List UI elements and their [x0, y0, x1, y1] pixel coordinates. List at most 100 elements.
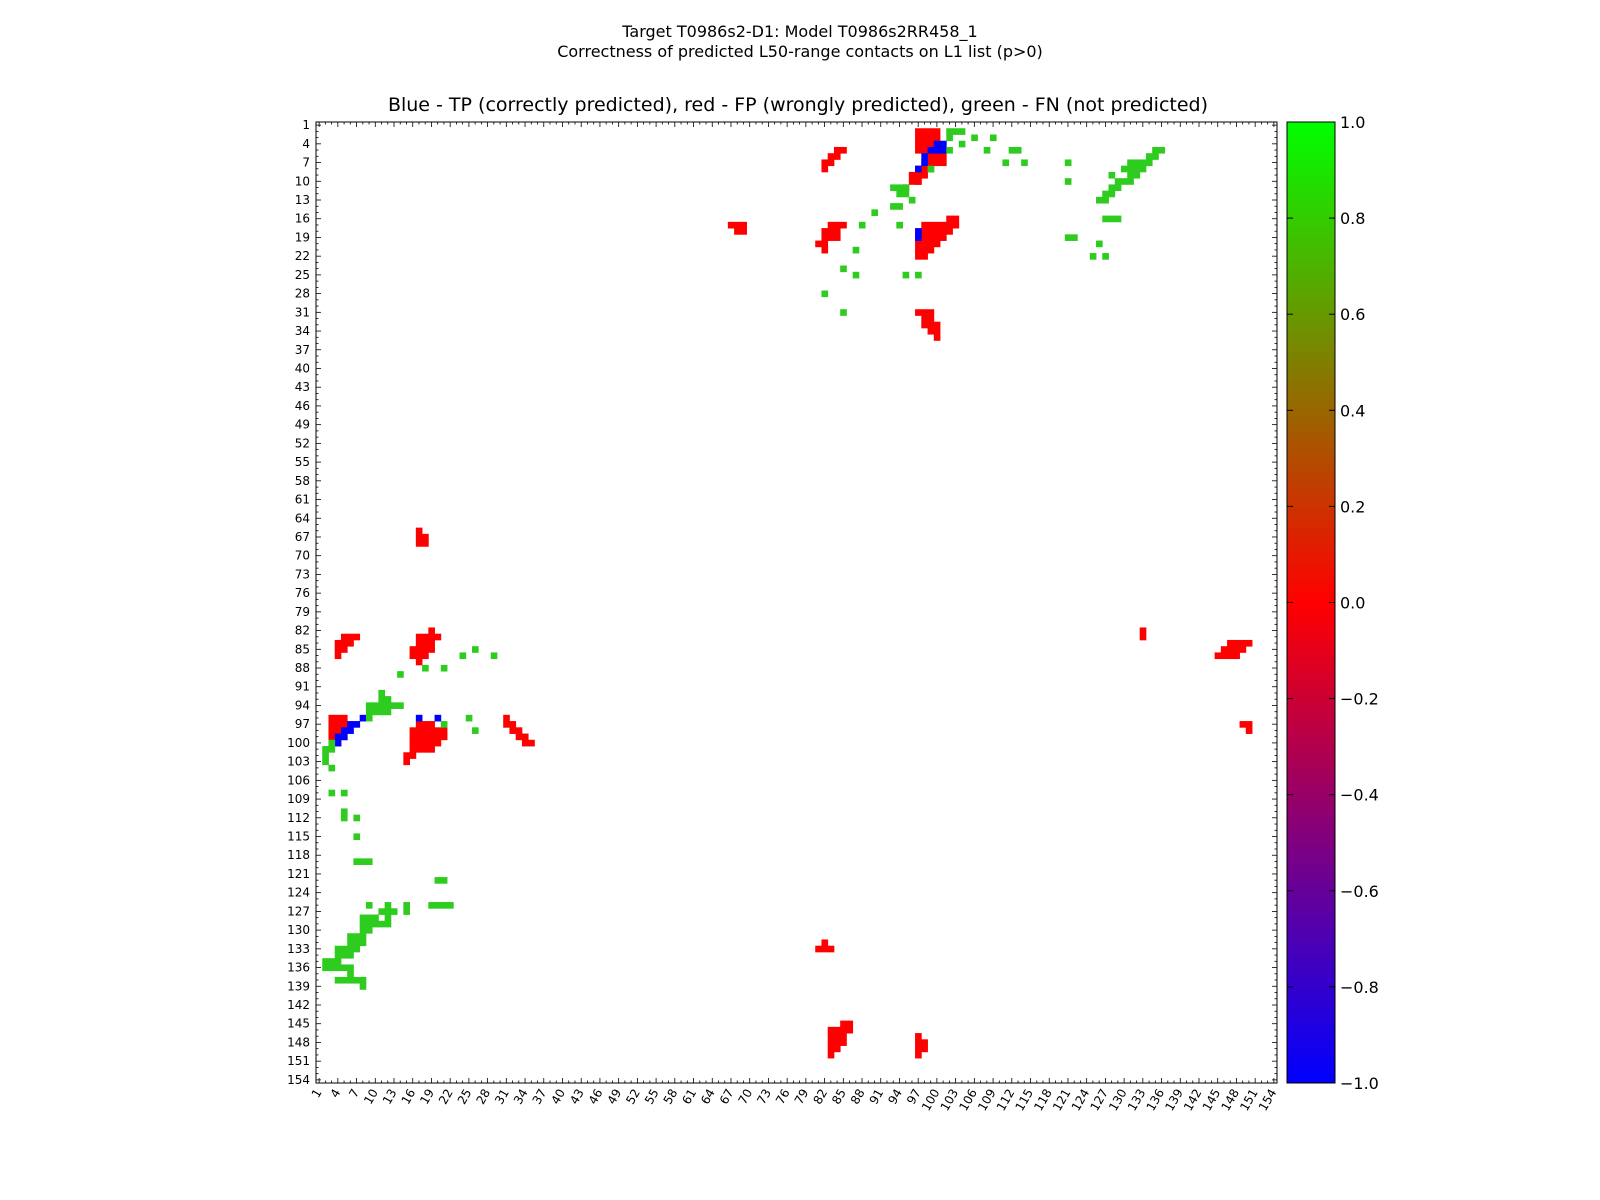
fn-cell — [328, 739, 336, 747]
fp-cell — [415, 658, 423, 666]
y-tick-label: 10 — [295, 174, 310, 188]
y-tick-label: 40 — [295, 361, 310, 375]
fp-cell — [921, 315, 935, 323]
fn-cell — [353, 833, 361, 841]
y-tick-label: 82 — [295, 624, 310, 638]
y-tick-label: 25 — [295, 268, 310, 282]
fp-cell — [403, 758, 410, 766]
y-tick-label: 106 — [287, 773, 310, 787]
colorbar-tick-label: 0.4 — [1340, 401, 1365, 420]
axes: 1144771010131316161919222225252828313134… — [287, 118, 1279, 1113]
fn-cell — [1120, 165, 1147, 173]
y-tick-label: 103 — [287, 755, 310, 769]
fn-cell — [946, 128, 966, 135]
colorbar-tick-label: −0.2 — [1340, 690, 1379, 709]
x-tick-label: 145 — [1200, 1087, 1224, 1114]
fn-cell — [896, 190, 910, 198]
fp-cell — [827, 1026, 854, 1034]
x-tick-label: 139 — [1162, 1087, 1186, 1114]
fp-cell — [827, 1051, 835, 1059]
fn-cell — [322, 958, 342, 965]
y-tick-label: 109 — [287, 792, 310, 806]
fp-cell — [328, 727, 336, 734]
fp-cell — [915, 1033, 922, 1040]
fp-cell — [946, 215, 960, 223]
y-tick-label: 49 — [295, 418, 310, 432]
fp-cell — [921, 228, 953, 235]
x-tick-label: 37 — [530, 1087, 550, 1107]
x-tick-label: 52 — [623, 1087, 643, 1107]
x-tick-label: 1 — [309, 1087, 325, 1101]
fn-cell — [890, 184, 910, 192]
fn-cell — [989, 134, 997, 142]
fn-cell — [353, 858, 373, 865]
fp-cell — [415, 527, 423, 535]
fn-cell — [1064, 178, 1072, 185]
fn-cell — [397, 671, 404, 678]
fp-cell — [915, 234, 947, 241]
fn-cell — [334, 951, 354, 959]
fn-cell — [1108, 184, 1122, 192]
fp-cell — [921, 321, 941, 329]
fn-cell — [428, 902, 454, 909]
fp-cell — [409, 652, 429, 660]
fp-cell — [1220, 646, 1247, 653]
fn-cell — [840, 309, 847, 316]
x-tick-label: 40 — [548, 1087, 568, 1107]
x-tick-label: 103 — [938, 1087, 962, 1114]
fn-cell — [384, 902, 392, 909]
tp-cell — [334, 733, 348, 741]
colorbar-tick-label: −1.0 — [1340, 1074, 1379, 1093]
y-tick-label: 22 — [295, 249, 310, 263]
fn-cell — [472, 646, 479, 653]
fp-cell — [409, 646, 435, 653]
fp-cell — [821, 159, 835, 167]
fn-cell — [359, 920, 392, 928]
fp-cell — [915, 1045, 928, 1053]
fp-cell — [334, 639, 354, 647]
fp-cell — [515, 733, 529, 741]
fp-cell — [509, 727, 523, 734]
x-tick-label: 127 — [1087, 1087, 1111, 1114]
x-tick-label: 151 — [1237, 1087, 1261, 1114]
y-tick-label: 124 — [287, 886, 310, 900]
fp-cell — [1227, 639, 1253, 647]
x-tick-label: 31 — [492, 1087, 512, 1107]
fp-cell — [1139, 633, 1147, 641]
fn-cell — [403, 902, 410, 909]
figure-title-line1: Target T0986s2-D1: Model T0986s2RR458_1 — [622, 22, 978, 41]
y-tick-label: 88 — [295, 661, 310, 675]
fn-cell — [365, 708, 392, 716]
fn-cell — [852, 246, 860, 254]
y-tick-label: 145 — [287, 1017, 310, 1031]
fn-cell — [1102, 215, 1122, 223]
fp-cell — [827, 1045, 841, 1053]
fp-cell — [908, 171, 916, 185]
y-tick-label: 136 — [287, 961, 310, 975]
x-tick-label: 130 — [1106, 1087, 1130, 1114]
tp-cell — [359, 714, 367, 722]
fn-cell — [1096, 196, 1109, 204]
x-tick-label: 100 — [919, 1087, 943, 1114]
fn-cell — [359, 926, 373, 934]
fp-cell — [1245, 727, 1253, 734]
fn-cell — [1152, 146, 1166, 154]
x-tick-label: 106 — [956, 1087, 980, 1114]
tp-cell — [933, 140, 947, 154]
fn-cell — [334, 945, 361, 953]
fn-cell — [971, 134, 978, 142]
fp-cell — [827, 1039, 847, 1046]
fp-cell — [815, 945, 835, 953]
fn-cell — [322, 746, 336, 753]
fn-cell — [340, 808, 348, 816]
fn-cell — [958, 140, 966, 148]
fp-cell — [933, 334, 941, 341]
fp-cell — [1239, 721, 1253, 728]
fp-cell — [340, 633, 361, 641]
y-tick-label: 121 — [287, 867, 310, 881]
x-tick-label: 136 — [1144, 1087, 1168, 1114]
fp-cell — [727, 221, 747, 229]
fn-cell — [328, 764, 336, 772]
fp-cell — [821, 246, 829, 254]
fn-cell — [946, 146, 953, 154]
